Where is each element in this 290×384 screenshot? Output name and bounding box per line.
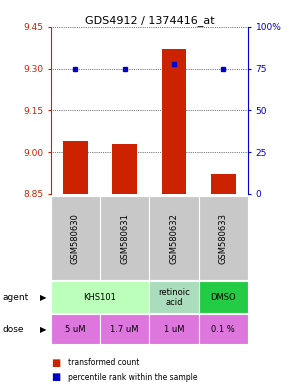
Text: ▶: ▶	[40, 293, 46, 302]
Text: 5 uM: 5 uM	[65, 324, 86, 334]
Title: GDS4912 / 1374416_at: GDS4912 / 1374416_at	[85, 15, 214, 26]
Text: ■: ■	[51, 358, 60, 368]
Bar	[113, 144, 137, 194]
Text: ▶: ▶	[40, 324, 46, 334]
Text: GSM580632: GSM580632	[169, 213, 179, 263]
Text: dose: dose	[3, 324, 24, 334]
Text: 0.1 %: 0.1 %	[211, 324, 235, 334]
Text: transformed count: transformed count	[68, 358, 139, 367]
Text: GSM580633: GSM580633	[219, 213, 228, 263]
Bar	[211, 174, 235, 194]
Bar	[162, 49, 186, 194]
Text: agent: agent	[3, 293, 29, 302]
Text: 1 uM: 1 uM	[164, 324, 184, 334]
Text: KHS101: KHS101	[84, 293, 117, 302]
Text: DMSO: DMSO	[211, 293, 236, 302]
Text: percentile rank within the sample: percentile rank within the sample	[68, 372, 198, 382]
Text: GSM580630: GSM580630	[71, 213, 80, 263]
Text: 1.7 uM: 1.7 uM	[110, 324, 139, 334]
Bar	[63, 141, 88, 194]
Text: retinoic
acid: retinoic acid	[158, 288, 190, 307]
Text: ■: ■	[51, 372, 60, 382]
Text: GSM580631: GSM580631	[120, 213, 129, 263]
